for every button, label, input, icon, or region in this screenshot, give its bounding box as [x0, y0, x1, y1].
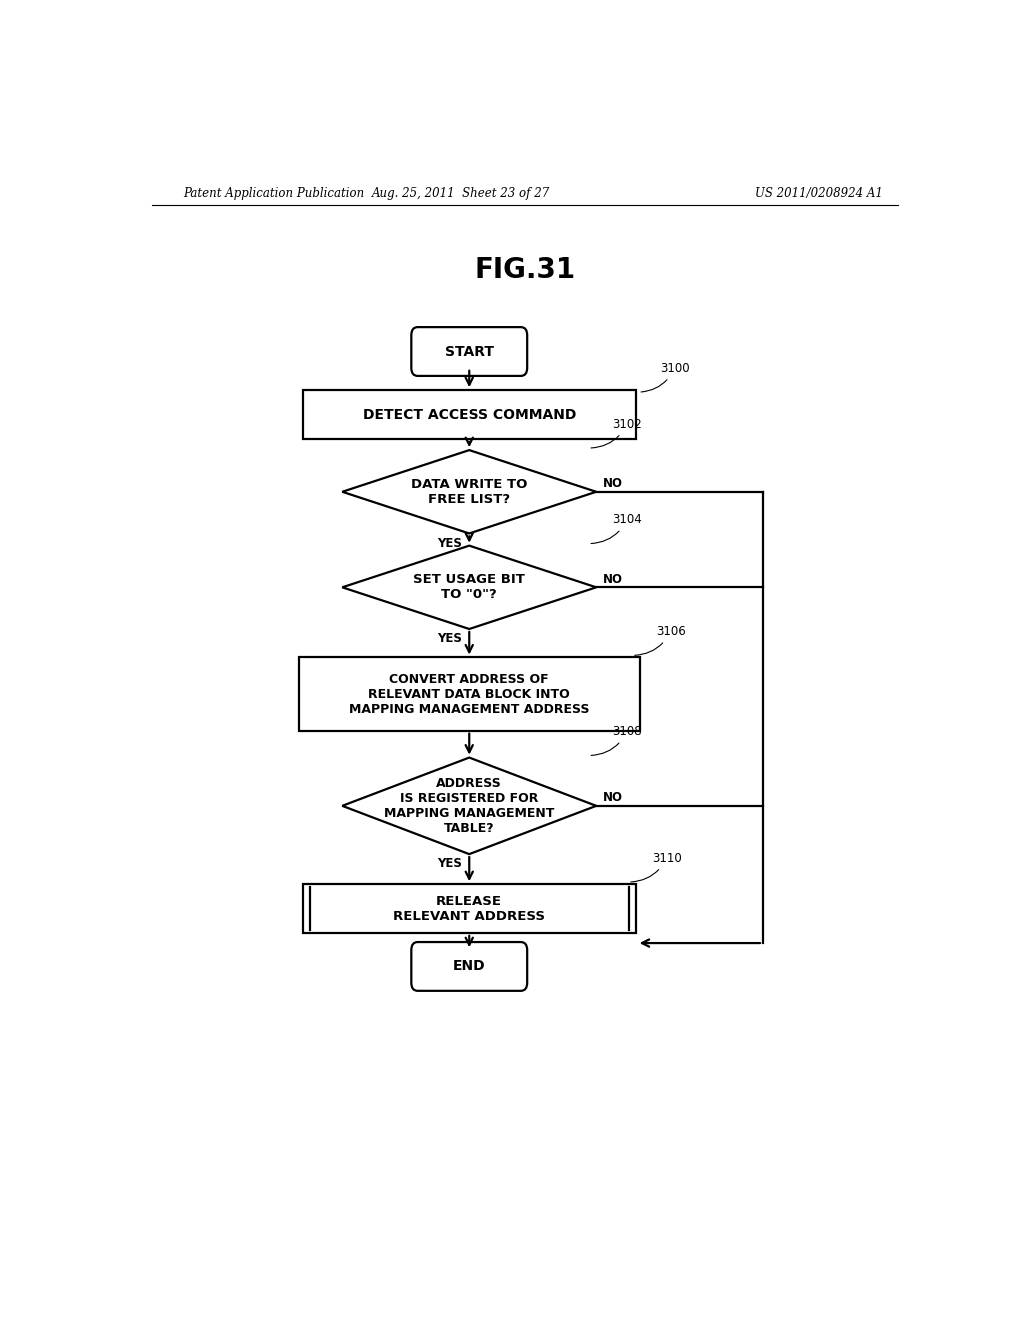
Text: NO: NO: [602, 791, 623, 804]
Text: FIG.31: FIG.31: [474, 256, 575, 284]
Text: YES: YES: [437, 536, 462, 549]
Bar: [303, 391, 636, 440]
Text: 3106: 3106: [635, 626, 685, 655]
Text: 3100: 3100: [641, 362, 689, 392]
Text: NO: NO: [602, 477, 623, 490]
Text: 3102: 3102: [591, 417, 642, 447]
Text: 3110: 3110: [631, 851, 682, 882]
Text: START: START: [444, 345, 494, 359]
Text: SET USAGE BIT
TO "0"?: SET USAGE BIT TO "0"?: [414, 573, 525, 602]
Text: CONVERT ADDRESS OF
RELEVANT DATA BLOCK INTO
MAPPING MANAGEMENT ADDRESS: CONVERT ADDRESS OF RELEVANT DATA BLOCK I…: [349, 673, 590, 715]
Text: ADDRESS
IS REGISTERED FOR
MAPPING MANAGEMENT
TABLE?: ADDRESS IS REGISTERED FOR MAPPING MANAGE…: [384, 777, 554, 834]
FancyBboxPatch shape: [412, 327, 527, 376]
Text: 3104: 3104: [591, 513, 642, 544]
Text: YES: YES: [437, 632, 462, 645]
Text: Patent Application Publication: Patent Application Publication: [183, 187, 365, 201]
Bar: [299, 657, 640, 731]
FancyBboxPatch shape: [412, 942, 527, 991]
Text: DETECT ACCESS COMMAND: DETECT ACCESS COMMAND: [362, 408, 575, 421]
Text: RELEASE
RELEVANT ADDRESS: RELEASE RELEVANT ADDRESS: [393, 895, 545, 923]
Text: US 2011/0208924 A1: US 2011/0208924 A1: [755, 187, 883, 201]
Text: DATA WRITE TO
FREE LIST?: DATA WRITE TO FREE LIST?: [411, 478, 527, 506]
Text: NO: NO: [602, 573, 623, 586]
Polygon shape: [342, 450, 596, 533]
Text: 3108: 3108: [591, 725, 642, 755]
Bar: [303, 884, 636, 933]
Text: YES: YES: [437, 857, 462, 870]
Text: END: END: [453, 960, 485, 973]
Polygon shape: [342, 758, 596, 854]
Text: Aug. 25, 2011  Sheet 23 of 27: Aug. 25, 2011 Sheet 23 of 27: [372, 187, 551, 201]
Polygon shape: [342, 545, 596, 630]
